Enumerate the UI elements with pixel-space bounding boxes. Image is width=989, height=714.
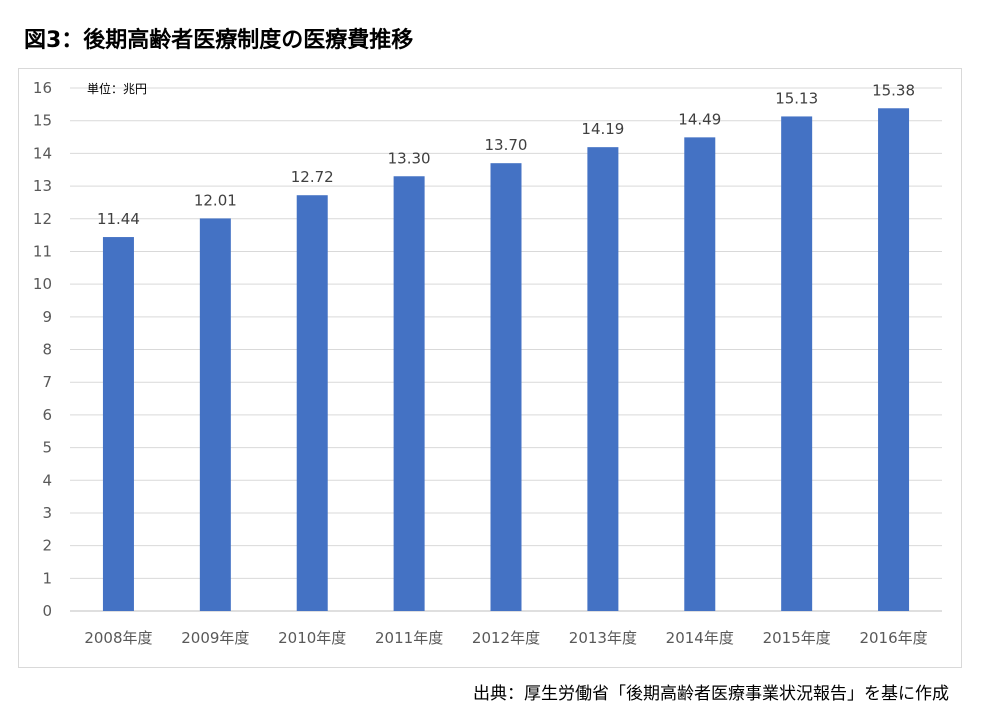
y-tick-label: 2	[42, 537, 52, 555]
data-label: 11.44	[97, 210, 140, 228]
y-tick-label: 11	[33, 242, 52, 260]
y-tick-label: 14	[33, 144, 52, 162]
bar	[781, 116, 813, 612]
data-label: 13.70	[485, 136, 528, 154]
x-tick-label: 2011年度	[375, 629, 443, 647]
x-tick-label: 2015年度	[763, 629, 831, 647]
x-tick-label: 2012年度	[472, 629, 540, 647]
bars	[102, 108, 910, 612]
x-tick-label: 2014年度	[666, 629, 734, 647]
data-label: 12.01	[194, 191, 237, 209]
y-tick-label: 6	[42, 406, 52, 424]
bar	[393, 176, 425, 611]
bar	[102, 237, 134, 611]
bar	[296, 195, 328, 611]
x-tick-label: 2010年度	[278, 629, 346, 647]
x-tick-label: 2016年度	[859, 629, 927, 647]
y-tick-label: 0	[42, 602, 52, 620]
bar	[878, 108, 910, 612]
y-tick-label: 9	[42, 308, 52, 326]
y-tick-label: 7	[42, 373, 52, 391]
y-tick-label: 5	[42, 439, 52, 457]
bar	[490, 163, 522, 611]
chart-title: 図3：後期高齢者医療制度の医療費推移	[24, 28, 414, 53]
x-tick-label: 2013年度	[569, 629, 637, 647]
y-tick-label: 10	[33, 275, 52, 293]
bar	[587, 147, 619, 611]
x-axis-ticks: 2008年度 2009年度 2010年度 2011年度 2012年度 2013年度 2014…	[84, 629, 927, 647]
source-note: 出典：厚生労働省「後期高齢者医療事業状況報告」を基に作成	[473, 684, 949, 704]
data-label: 13.30	[388, 149, 431, 167]
data-label: 15.13	[775, 89, 818, 107]
unit-label: 単位：兆円	[87, 82, 148, 96]
data-label: 14.49	[678, 110, 721, 128]
y-tick-label: 4	[42, 471, 52, 489]
bar	[684, 137, 716, 611]
bar	[199, 218, 231, 611]
y-tick-label: 1	[42, 569, 52, 587]
data-label: 12.72	[291, 168, 334, 186]
y-tick-label: 12	[33, 210, 52, 228]
y-tick-label: 15	[33, 112, 52, 130]
y-tick-label: 13	[33, 177, 52, 195]
data-labels: 11.44 12.01 12.72 13.30 13.70 14.19 14.49 15.13…	[97, 81, 915, 228]
y-tick-label: 8	[42, 341, 52, 359]
x-tick-label: 2009年度	[181, 629, 249, 647]
data-label: 15.38	[872, 81, 915, 99]
y-tick-label: 16	[33, 79, 52, 97]
x-tick-label: 2008年度	[84, 629, 152, 647]
data-label: 14.19	[581, 120, 624, 138]
y-tick-label: 3	[42, 504, 52, 522]
chart-frame	[18, 68, 962, 668]
